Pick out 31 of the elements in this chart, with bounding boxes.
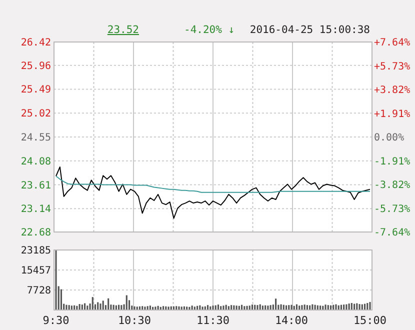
y-tick-label: 22.68 <box>20 228 51 238</box>
y2-tick-label: -1.91% <box>374 156 410 168</box>
y2-tick-label: 0.00% <box>374 132 404 144</box>
x-tick-label: 15:00 <box>353 314 387 327</box>
y-tick-label: 23185 <box>20 246 51 256</box>
y-tick-label: 25.02 <box>20 108 51 120</box>
y2-tick-label: -3.82% <box>374 180 410 191</box>
y-tick-label: 26.42 <box>20 38 51 48</box>
y-tick-label: 23.61 <box>20 180 51 192</box>
x-tick-label: 14:00 <box>274 314 308 327</box>
line-series <box>56 176 370 193</box>
y-tick-label: 15457 <box>20 266 51 276</box>
y-tick-label: 24.08 <box>20 156 51 168</box>
y-tick-label: 23.14 <box>20 204 51 216</box>
y-tick-label: 7728 <box>26 286 51 296</box>
y2-tick-label: +3.82% <box>374 85 410 96</box>
y2-tick-label: -7.64% <box>374 228 410 238</box>
y-tick-label: 25.49 <box>20 84 51 96</box>
y-tick-label: 24.55 <box>20 132 51 144</box>
y2-tick-label: +5.73% <box>374 61 410 72</box>
x-tick-label: 10:30 <box>118 314 152 327</box>
x-tick-label: 11:30 <box>196 314 230 327</box>
line-series <box>56 166 370 219</box>
y-tick-label: 25.96 <box>20 60 51 72</box>
x-tick-label: 9:30 <box>42 314 70 327</box>
text: -4.20% ↓ <box>184 24 235 36</box>
y2-tick-label: +7.64% <box>374 38 410 48</box>
text: 23.52 <box>107 24 139 36</box>
chart-title: 2016-04-25 15:00:38 <box>250 24 370 36</box>
y2-tick-label: +1.91% <box>374 108 410 120</box>
y2-tick-label: -5.73% <box>374 204 410 215</box>
